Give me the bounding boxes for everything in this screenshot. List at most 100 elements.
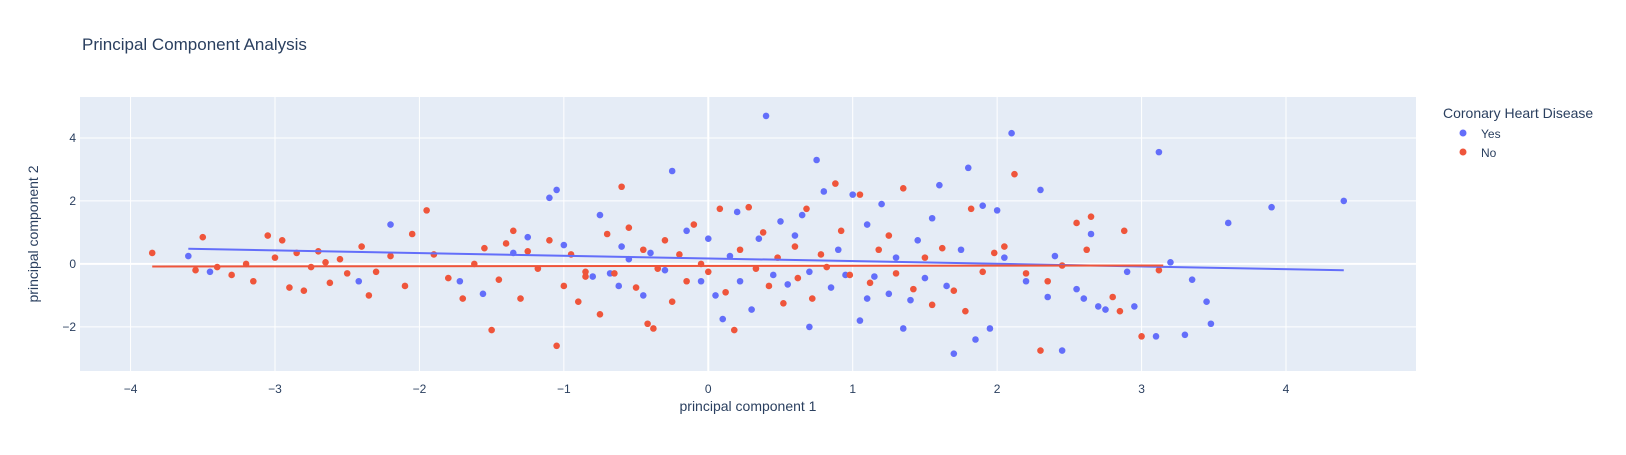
point-no[interactable] <box>582 268 589 276</box>
point-yes[interactable] <box>647 249 654 257</box>
point-yes[interactable] <box>1022 277 1030 285</box>
point-no[interactable] <box>250 277 257 285</box>
point-no[interactable] <box>286 284 293 291</box>
point-no[interactable] <box>300 287 308 294</box>
point-yes[interactable] <box>589 273 597 280</box>
point-no[interactable] <box>1011 170 1018 178</box>
point-no[interactable] <box>875 246 883 254</box>
point-yes[interactable] <box>456 277 464 285</box>
point-no[interactable] <box>1083 246 1090 254</box>
point-no[interactable] <box>582 273 589 280</box>
point-no[interactable] <box>148 249 156 257</box>
point-yes[interactable] <box>849 191 857 198</box>
point-yes[interactable] <box>885 290 893 298</box>
point-no[interactable] <box>495 276 503 283</box>
point-yes[interactable] <box>806 323 813 331</box>
point-yes[interactable] <box>863 295 871 302</box>
point-yes[interactable] <box>1181 331 1189 339</box>
point-no[interactable] <box>336 255 344 263</box>
point-no[interactable] <box>928 301 936 309</box>
point-yes[interactable] <box>856 317 864 324</box>
point-yes[interactable] <box>1152 333 1160 340</box>
point-yes[interactable] <box>661 266 669 274</box>
point-yes[interactable] <box>524 233 532 241</box>
point-no[interactable] <box>271 254 279 261</box>
point-no[interactable] <box>979 268 987 276</box>
point-no[interactable] <box>343 270 351 277</box>
point-no[interactable] <box>611 270 618 277</box>
point-yes[interactable] <box>355 277 363 285</box>
point-no[interactable] <box>1109 293 1116 301</box>
point-yes[interactable] <box>878 200 885 208</box>
point-no[interactable] <box>644 320 651 328</box>
point-yes[interactable] <box>993 207 1001 214</box>
point-yes[interactable] <box>1268 203 1275 211</box>
point-no[interactable] <box>899 185 907 192</box>
point-no[interactable] <box>967 205 975 213</box>
point-no[interactable] <box>730 326 738 334</box>
point-yes[interactable] <box>726 252 734 260</box>
point-yes[interactable] <box>1340 197 1348 205</box>
point-yes[interactable] <box>1102 306 1109 313</box>
point-no[interactable] <box>632 284 640 291</box>
point-no[interactable] <box>1116 307 1124 315</box>
point-no[interactable] <box>199 233 207 241</box>
point-yes[interactable] <box>1167 259 1174 266</box>
point-no[interactable] <box>892 270 900 277</box>
point-yes[interactable] <box>928 214 936 222</box>
point-yes[interactable] <box>834 246 842 254</box>
point-no[interactable] <box>278 236 286 244</box>
data-points[interactable] <box>148 112 1348 357</box>
point-yes[interactable] <box>762 112 770 120</box>
point-no[interactable] <box>1001 243 1008 250</box>
point-yes[interactable] <box>1207 320 1215 328</box>
point-no[interactable] <box>1044 277 1051 285</box>
point-yes[interactable] <box>704 235 712 243</box>
point-yes[interactable] <box>697 277 705 285</box>
point-yes[interactable] <box>668 167 676 175</box>
point-no[interactable] <box>322 259 329 266</box>
point-no[interactable] <box>1087 213 1095 220</box>
point-no[interactable] <box>459 295 467 302</box>
point-yes[interactable] <box>639 292 647 299</box>
point-yes[interactable] <box>560 241 568 249</box>
point-yes[interactable] <box>618 243 625 250</box>
point-no[interactable] <box>808 295 816 302</box>
point-yes[interactable] <box>1188 276 1196 283</box>
point-yes[interactable] <box>899 325 907 332</box>
point-yes[interactable] <box>1123 268 1131 276</box>
point-yes[interactable] <box>943 282 950 290</box>
point-no[interactable] <box>837 227 845 235</box>
point-yes[interactable] <box>479 290 487 298</box>
point-yes[interactable] <box>907 296 914 304</box>
point-yes[interactable] <box>1051 252 1059 260</box>
point-no[interactable] <box>423 207 430 214</box>
point-no[interactable] <box>574 298 582 306</box>
point-no[interactable] <box>1120 227 1128 235</box>
point-no[interactable] <box>817 251 825 258</box>
point-yes[interactable] <box>820 188 828 195</box>
point-no[interactable] <box>716 205 724 213</box>
point-yes[interactable] <box>1073 285 1080 293</box>
point-yes[interactable] <box>863 221 871 228</box>
point-no[interactable] <box>794 274 802 282</box>
point-yes[interactable] <box>1131 303 1138 310</box>
point-no[interactable] <box>823 263 831 271</box>
point-yes[interactable] <box>986 325 994 332</box>
point-no[interactable] <box>625 224 633 232</box>
point-yes[interactable] <box>733 208 741 216</box>
point-no[interactable] <box>372 268 380 276</box>
point-no[interactable] <box>401 282 409 290</box>
point-no[interactable] <box>765 282 773 290</box>
point-no[interactable] <box>358 243 365 250</box>
point-no[interactable] <box>722 288 729 296</box>
point-yes[interactable] <box>206 268 214 276</box>
point-no[interactable] <box>1022 270 1030 277</box>
point-yes[interactable] <box>596 211 604 219</box>
point-no[interactable] <box>759 229 767 236</box>
legend[interactable]: Coronary Heart Disease Yes No <box>1443 105 1593 160</box>
point-no[interactable] <box>803 205 810 213</box>
point-no[interactable] <box>856 191 864 198</box>
point-yes[interactable] <box>892 254 900 261</box>
point-yes[interactable] <box>914 236 922 244</box>
